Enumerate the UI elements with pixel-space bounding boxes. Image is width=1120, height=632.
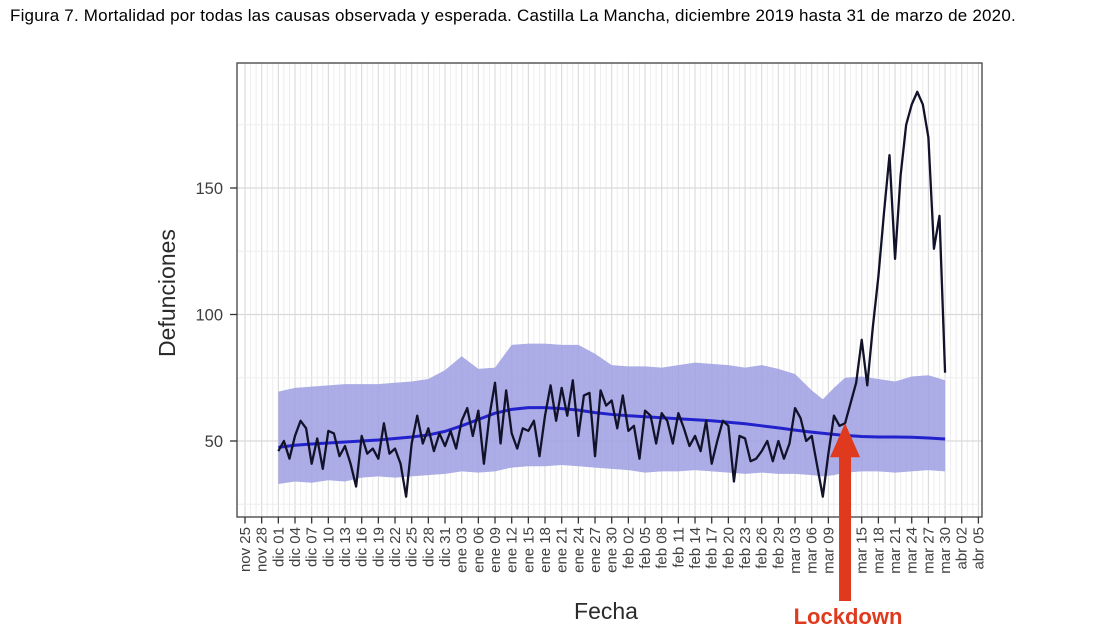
x-axis-tick-label: mar 15 xyxy=(854,527,871,574)
x-axis-tick-label: nov 25 xyxy=(237,527,254,572)
x-axis-tick-label: ene 06 xyxy=(470,527,487,573)
x-axis-tick-label: ene 12 xyxy=(504,527,521,573)
x-axis-tick-label: feb 20 xyxy=(720,527,737,569)
y-axis-tick-label: 100 xyxy=(195,307,223,325)
x-axis-tick-label: dic 31 xyxy=(437,527,454,567)
y-axis-title: Defunciones xyxy=(154,229,180,357)
x-axis-tick-label: mar 27 xyxy=(920,527,937,574)
x-axis-title: Fecha xyxy=(574,598,638,624)
x-axis-tick-label: abr 05 xyxy=(970,527,987,570)
y-axis-ticks: 50 100 150 xyxy=(195,180,237,451)
figure-caption: Figura 7. Mortalidad por todas las causa… xyxy=(10,6,1016,25)
x-axis-tick-label: mar 18 xyxy=(870,527,887,574)
x-axis-tick-label: feb 23 xyxy=(737,527,754,569)
x-axis-tick-label: ene 24 xyxy=(570,527,587,573)
x-axis-tick-label: feb 17 xyxy=(704,527,721,569)
y-axis-tick-label: 150 xyxy=(195,180,223,198)
x-axis-tick-label: ene 09 xyxy=(487,527,504,573)
x-axis-tick-label: nov 28 xyxy=(254,527,271,572)
x-axis-tick-label: ene 15 xyxy=(520,527,537,573)
x-axis-tick-label: dic 10 xyxy=(320,527,337,567)
x-axis-tick-label: abr 02 xyxy=(954,527,971,570)
x-axis-tick-label: dic 28 xyxy=(420,527,437,567)
observed-line xyxy=(277,90,947,498)
x-axis-tick-label: ene 27 xyxy=(587,527,604,573)
x-axis-tick-label: dic 19 xyxy=(370,527,387,567)
lockdown-label: Lockdown xyxy=(794,604,903,629)
x-axis-tick-label: dic 16 xyxy=(354,527,371,567)
x-axis-tick-label: mar 06 xyxy=(804,527,821,574)
x-axis-tick-label: dic 04 xyxy=(287,527,304,567)
x-axis-tick-label: dic 13 xyxy=(337,527,354,567)
x-axis-tick-label: ene 03 xyxy=(454,527,471,573)
x-axis-tick-label: mar 21 xyxy=(887,527,904,574)
x-axis-tick-label: feb 11 xyxy=(670,527,687,568)
x-axis-tick-label: feb 05 xyxy=(637,527,654,569)
x-axis-tick-label: dic 25 xyxy=(404,527,421,567)
x-axis-tick-label: mar 30 xyxy=(937,527,954,574)
x-axis-tick-label: feb 02 xyxy=(620,527,637,569)
y-axis-tick-label: 50 xyxy=(205,433,223,451)
x-axis-tick-label: ene 18 xyxy=(537,527,554,573)
x-axis-tick-label: ene 30 xyxy=(604,527,621,573)
x-axis-tick-label: mar 09 xyxy=(820,527,837,574)
lockdown-arrow xyxy=(830,423,861,601)
x-axis-tick-label: dic 01 xyxy=(270,527,287,567)
x-axis-tick-label: feb 29 xyxy=(770,527,787,569)
x-axis-ticks: nov 25 nov 28 dic 01 dic 04 dic 07 dic 10 dic … xyxy=(237,517,987,574)
expected-line xyxy=(278,406,946,449)
x-axis-tick-label: mar 03 xyxy=(787,527,804,574)
panel-border xyxy=(236,62,983,518)
x-axis-tick-label: mar 24 xyxy=(904,527,921,574)
x-axis-tick-label: feb 26 xyxy=(754,527,771,569)
x-axis-tick-label: dic 22 xyxy=(387,527,404,567)
x-axis-tick-label: feb 14 xyxy=(687,527,704,569)
x-axis-tick-label: feb 08 xyxy=(654,527,671,569)
x-axis-tick-label: dic 07 xyxy=(304,527,321,567)
x-axis-tick-label: ene 21 xyxy=(554,527,571,573)
